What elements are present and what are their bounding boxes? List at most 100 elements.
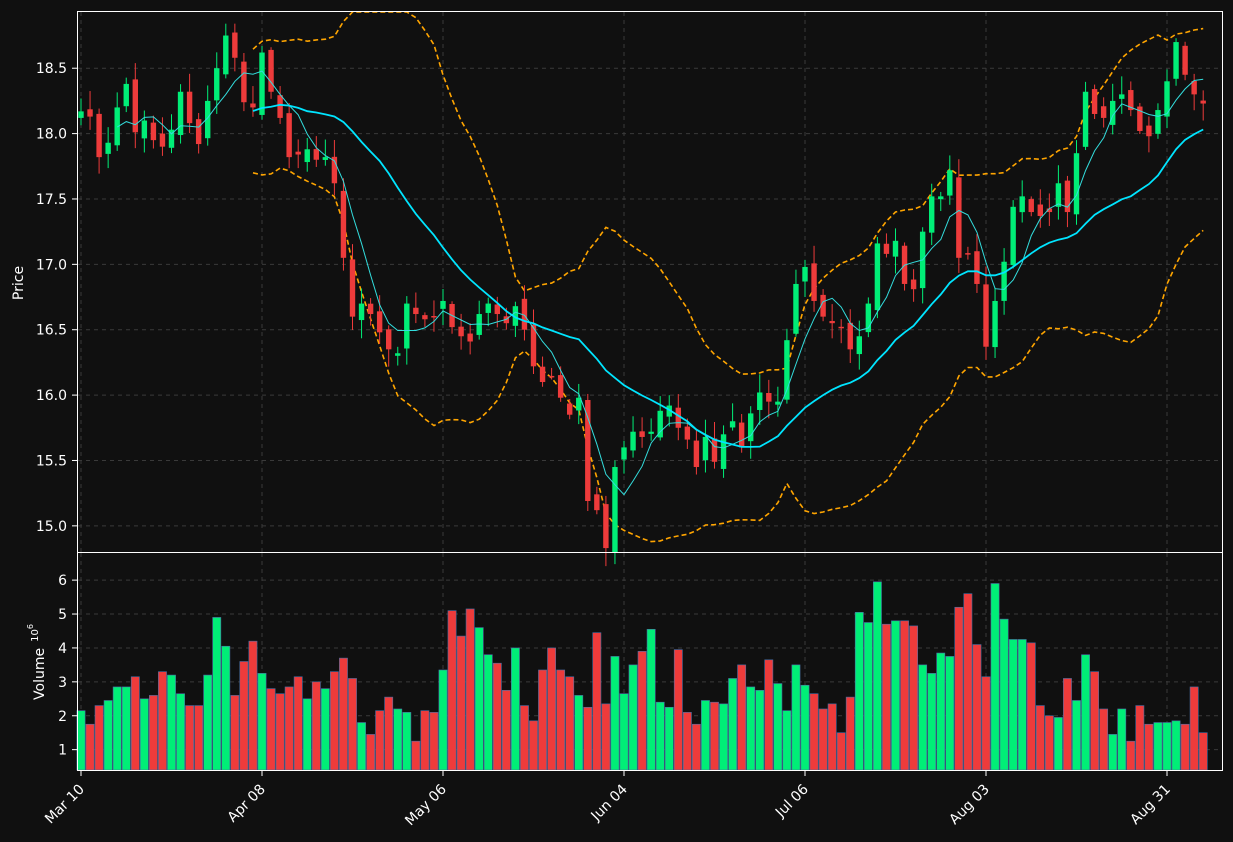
volume-bar — [375, 710, 385, 771]
volume-bar — [800, 684, 810, 771]
volume-tick-labels: 1 2 3 4 5 6 — [58, 573, 77, 759]
volume-bar — [936, 652, 946, 771]
volume-bar — [809, 693, 819, 771]
volume-bar — [384, 696, 394, 771]
candle-body — [485, 303, 491, 313]
volume-bar — [990, 583, 1000, 771]
volume-tick-label: 6 — [58, 573, 67, 589]
volume-bar — [682, 712, 692, 771]
candle-body — [757, 392, 763, 410]
volume-bar — [293, 676, 303, 771]
volume-bar — [456, 635, 466, 771]
volume-bar — [773, 683, 783, 771]
candle-body — [1082, 91, 1089, 147]
price-tick-label: 18.5 — [36, 61, 67, 77]
volume-bar — [1144, 723, 1154, 771]
candle-body — [838, 326, 844, 329]
volume-bar — [1162, 722, 1172, 771]
lower-band-line — [252, 167, 1204, 543]
volume-tick-label: 1 — [58, 743, 67, 759]
candle-body — [512, 306, 519, 326]
candle-body — [738, 422, 745, 448]
candle-body — [186, 91, 193, 124]
volume-bar — [176, 693, 185, 771]
candle-body — [557, 375, 564, 398]
candle-body — [259, 52, 265, 115]
candle-body — [195, 119, 202, 145]
volume-bar — [239, 661, 249, 771]
volume-bar — [1198, 732, 1208, 771]
volume-bar — [710, 701, 719, 771]
candle-body — [938, 196, 944, 200]
volume-bar — [891, 620, 900, 771]
candle-body — [1100, 106, 1107, 118]
volume-bar — [94, 705, 104, 771]
candle-body — [214, 68, 220, 101]
volume-bar — [701, 700, 710, 771]
volume-bar — [357, 722, 366, 771]
volume-bar — [302, 698, 312, 771]
volume-bar — [465, 608, 475, 771]
candle-body — [1064, 180, 1071, 213]
candle-body — [539, 366, 546, 383]
candlesticks — [78, 23, 1206, 567]
candle-body — [413, 307, 419, 315]
candle-body — [467, 333, 473, 342]
candle-body — [521, 298, 528, 330]
candle-body — [612, 467, 618, 553]
volume-bar — [284, 686, 294, 771]
candle-body — [829, 320, 835, 324]
volume-bar — [900, 620, 909, 771]
price-axis-label: Price — [11, 266, 27, 300]
volume-bar — [1180, 723, 1190, 771]
candle-body — [168, 129, 175, 148]
volume-bar — [76, 710, 86, 771]
volume-bar — [592, 632, 602, 771]
volume-bar — [655, 701, 665, 771]
volume-bar — [529, 720, 538, 771]
volume-axis-exponent-power: 6 — [26, 624, 35, 629]
candle-body — [422, 315, 428, 320]
candle-body — [277, 95, 283, 118]
candle-body — [1119, 94, 1125, 99]
volume-bar — [411, 740, 421, 771]
candle-body — [693, 440, 700, 468]
price-tick-label: 17.5 — [36, 192, 67, 208]
volume-bar — [1189, 686, 1199, 771]
volume-bar — [818, 708, 828, 771]
volume-tick-label: 3 — [58, 675, 67, 691]
volume-bar — [393, 708, 403, 771]
candle-body — [494, 304, 500, 315]
candle-body — [1155, 110, 1161, 134]
volume-bar — [628, 664, 638, 771]
candle-body — [1164, 81, 1170, 117]
candle-body — [1001, 261, 1007, 301]
candle-body — [395, 353, 401, 356]
candle-body — [295, 151, 301, 155]
volume-bar — [728, 678, 737, 771]
volume-bar — [574, 695, 584, 771]
candle-body — [1019, 196, 1025, 213]
volume-bar — [972, 644, 982, 771]
volume-bar — [1008, 639, 1018, 771]
volume-bar — [882, 623, 891, 771]
candle-body — [766, 393, 772, 402]
candle-body — [956, 177, 962, 258]
candle-body — [729, 421, 736, 428]
candle-body — [322, 157, 329, 160]
volume-bar — [167, 674, 176, 771]
candle-body — [947, 170, 953, 196]
volume-bar — [320, 688, 330, 771]
volume-bar — [601, 703, 611, 771]
volume-bar — [139, 698, 149, 771]
volume-tick-label: 5 — [58, 607, 67, 623]
candle-body — [132, 79, 138, 133]
volume-bar — [203, 674, 213, 771]
volume-bar — [918, 664, 928, 771]
volume-bar — [610, 656, 620, 771]
volume-bar — [673, 649, 683, 771]
candle-body — [910, 279, 917, 290]
volume-bar — [1108, 734, 1118, 771]
candle-body — [1046, 208, 1053, 213]
